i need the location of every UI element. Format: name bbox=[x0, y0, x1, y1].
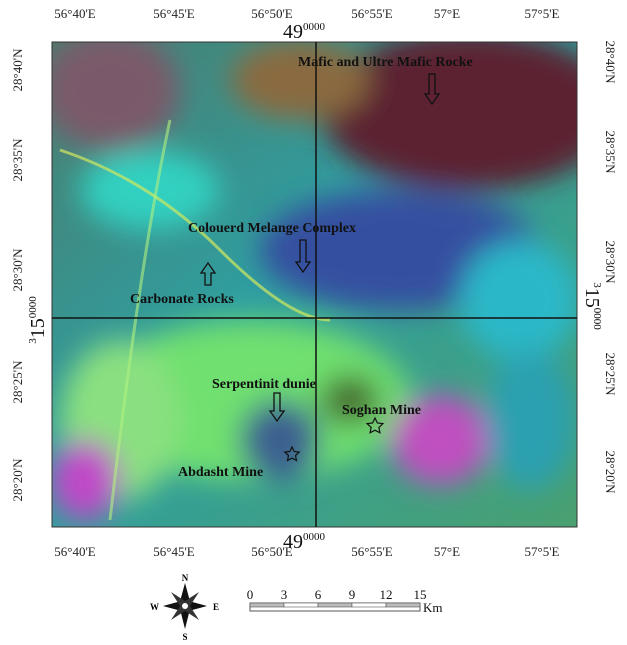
lon-label: 57°E bbox=[434, 6, 460, 21]
north-label: N bbox=[182, 573, 189, 583]
lon-label: 56°45'E bbox=[153, 6, 195, 21]
northing-main: 15 bbox=[581, 288, 603, 308]
lon-label: 56°40'E bbox=[54, 6, 96, 21]
scale-tick-label: 12 bbox=[380, 587, 393, 602]
lon-label: 56°55'E bbox=[351, 6, 393, 21]
easting-main: 49 bbox=[283, 21, 303, 43]
easting-label: 490000 bbox=[283, 21, 326, 43]
lat-label: 28°40'N bbox=[603, 41, 618, 85]
lat-label: 28°35'N bbox=[10, 138, 25, 182]
annotation: Serpentinit dunie bbox=[212, 377, 316, 392]
lat-label: 28°30'N bbox=[603, 241, 618, 285]
lat-label: 28°40'N bbox=[10, 48, 25, 92]
map-figure: 56°40'E56°40'E56°45'E56°45'E56°50'E56°50… bbox=[0, 0, 627, 645]
annotation: Abdasht Mine bbox=[178, 465, 263, 480]
satellite-image bbox=[40, 30, 620, 527]
lon-label: 57°5'E bbox=[525, 544, 560, 559]
lon-label: 56°50'E bbox=[251, 6, 293, 21]
easting-sup: 0000 bbox=[303, 531, 326, 543]
northing-sup: 0000 bbox=[27, 296, 39, 319]
northing-label: 3150000 bbox=[27, 296, 49, 344]
north-arrow: N S E W bbox=[150, 573, 219, 642]
lon-label: 57°5'E bbox=[525, 6, 560, 21]
northing-label: 3150000 bbox=[581, 282, 603, 330]
lon-label: 56°45'E bbox=[153, 544, 195, 559]
easting-main: 49 bbox=[283, 531, 303, 553]
annotation: Mafic and Ultre Mafic Rocke bbox=[298, 55, 473, 70]
annotation: Soghan Mine bbox=[342, 403, 421, 418]
scale-bar-segment bbox=[318, 603, 352, 607]
lon-label: 56°40'E bbox=[54, 544, 96, 559]
south-label: S bbox=[182, 632, 187, 642]
scale-tick-label: 6 bbox=[315, 587, 322, 602]
lat-label: 28°25'N bbox=[10, 360, 25, 404]
scale-tick-label: 9 bbox=[349, 587, 356, 602]
lat-label: 28°35'N bbox=[603, 131, 618, 175]
lat-label: 28°20'N bbox=[10, 458, 25, 502]
northing-sup: 0000 bbox=[591, 308, 603, 331]
lon-label: 57°E bbox=[434, 544, 460, 559]
annotation: Colouerd Melange Complex bbox=[188, 221, 356, 236]
scale-bar-segment bbox=[284, 603, 318, 607]
easting-sup: 0000 bbox=[303, 21, 326, 33]
scale-unit: Km bbox=[423, 600, 443, 615]
annotation: Carbonate Rocks bbox=[130, 292, 234, 307]
west-label: W bbox=[150, 602, 159, 612]
lat-label: 28°20'N bbox=[603, 451, 618, 495]
lon-label: 56°55'E bbox=[351, 544, 393, 559]
northing-main: 15 bbox=[27, 318, 49, 338]
scale-bar-segment bbox=[386, 603, 420, 607]
scale-tick-label: 3 bbox=[281, 587, 288, 602]
lat-label: 28°25'N bbox=[603, 353, 618, 397]
scale-bar-segment bbox=[250, 603, 284, 607]
east-label: E bbox=[213, 602, 219, 612]
lat-label: 28°30'N bbox=[10, 248, 25, 292]
scale-tick-label: 0 bbox=[247, 587, 254, 602]
easting-label: 490000 bbox=[283, 531, 326, 553]
scale-bar-segment bbox=[352, 603, 386, 607]
